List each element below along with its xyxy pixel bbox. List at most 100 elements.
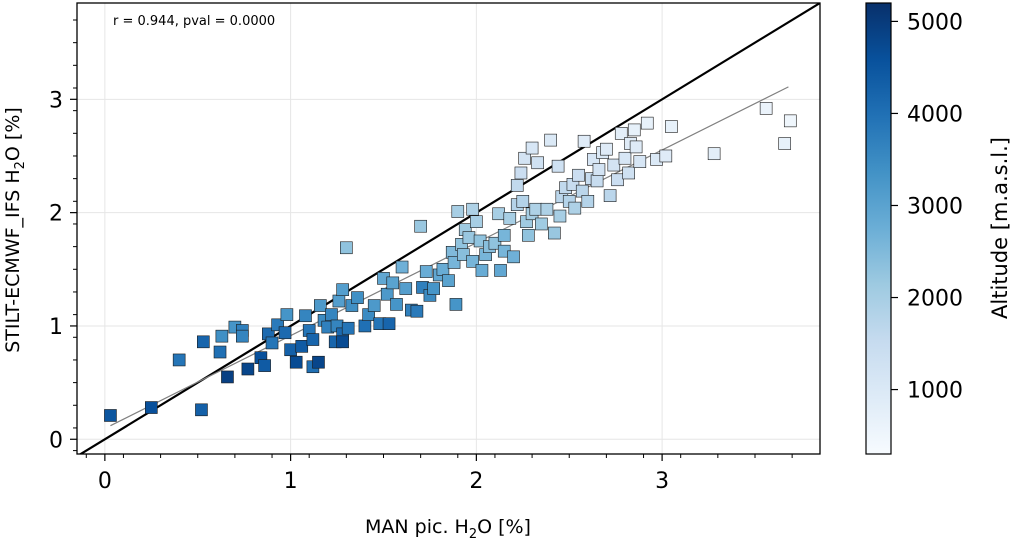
data-point: [236, 329, 249, 343]
colorbar-tick-label: 3000: [907, 194, 963, 219]
correlation-annotation: r = 0.944, pval = 0.0000: [113, 14, 275, 29]
data-point: [336, 283, 349, 296]
colorbar-title: Altitude [m.a.s.l.]: [988, 137, 1012, 319]
y-axis-title: STILT-ECMWF_IFS H2O [%]: [2, 107, 28, 353]
data-point: [195, 403, 208, 417]
data-point: [627, 123, 641, 137]
data-point: [759, 102, 773, 115]
data-point: [265, 336, 279, 350]
data-point: [540, 202, 554, 216]
colorbar-tick-label: 5000: [907, 10, 963, 35]
data-point: [507, 250, 520, 264]
colorbar-tick-label: 2000: [907, 287, 963, 312]
data-point: [314, 299, 327, 312]
data-point: [213, 345, 227, 359]
data-point: [414, 219, 427, 233]
data-point: [607, 158, 621, 172]
data-point: [529, 202, 543, 216]
x-tick-label: 2: [469, 469, 483, 494]
data-point: [611, 173, 624, 187]
plot-area: [78, 3, 820, 454]
data-point: [419, 265, 433, 278]
data-point: [299, 309, 312, 323]
data-point: [278, 326, 292, 340]
data-point: [568, 201, 582, 215]
data-point: [462, 231, 476, 244]
data-point: [516, 195, 530, 208]
data-point: [553, 209, 567, 223]
data-point: [618, 151, 632, 165]
data-point: [382, 317, 396, 330]
data-point: [197, 335, 210, 349]
data-point: [410, 304, 424, 318]
data-point: [707, 147, 721, 161]
data-point: [336, 335, 349, 349]
data-point: [280, 308, 294, 321]
data-point: [341, 321, 355, 335]
data-point: [783, 114, 797, 128]
data-point: [531, 156, 544, 170]
x-tick-label: 0: [98, 469, 112, 494]
data-point: [522, 228, 535, 242]
axes: 0 1 2 3 0 1 2 3: [49, 19, 793, 494]
plot-frame: [76, 2, 821, 455]
data-point: [592, 163, 606, 176]
data-point: [577, 134, 591, 148]
data-point: [535, 217, 548, 231]
data-point: [390, 298, 403, 311]
colorbar: 1000 2000 3000 4000 5000 Altitude [m.a.s.l.]: [865, 2, 1012, 455]
data-point: [510, 179, 524, 192]
data-point: [600, 142, 613, 156]
data-point: [367, 299, 381, 312]
data-point: [221, 370, 234, 384]
data-point: [442, 274, 455, 287]
data-point: [284, 343, 297, 357]
data-point: [551, 159, 565, 173]
data-point: [503, 212, 517, 225]
data-point: [172, 353, 186, 367]
data-point: [622, 166, 635, 180]
data-point: [518, 151, 531, 165]
data-point: [514, 166, 528, 180]
data-point: [475, 264, 489, 277]
y-tick-label: 0: [49, 428, 63, 453]
data-point: [494, 264, 507, 277]
data-point: [258, 359, 271, 372]
colorbar-tick-label: 4000: [907, 102, 963, 127]
data-point: [427, 282, 440, 295]
one-to-one-line: [78, 3, 820, 454]
data-point: [548, 226, 561, 240]
data-point: [241, 362, 255, 376]
colorbar-ticks: 1000 2000 3000 4000 5000: [891, 10, 963, 404]
colorbar-gradient: [865, 2, 892, 455]
data-point: [451, 205, 465, 218]
data-point: [325, 308, 338, 321]
data-point: [590, 174, 604, 188]
data-point: [399, 282, 413, 295]
grid: [77, 3, 820, 454]
y-tick-label: 2: [49, 202, 63, 227]
data-point: [659, 149, 673, 163]
data-point: [145, 401, 158, 414]
y-tick-label: 1: [49, 315, 63, 340]
data-point: [332, 294, 346, 308]
data-point: [572, 168, 585, 182]
data-point: [603, 189, 617, 202]
data-point: [640, 116, 654, 130]
x-axis-title: MAN pic. H2O [%]: [365, 516, 531, 541]
data-point: [215, 329, 229, 343]
data-point: [778, 137, 792, 150]
data-point: [525, 141, 539, 155]
x-tick-label: 3: [655, 469, 669, 494]
x-tick-label: 1: [284, 469, 298, 494]
data-point: [351, 291, 364, 304]
data-point: [395, 260, 409, 274]
data-point: [295, 340, 309, 353]
data-point: [497, 228, 511, 242]
data-point: [312, 355, 325, 369]
data-point: [470, 215, 483, 229]
data-point: [358, 319, 372, 333]
data-point: [306, 333, 320, 346]
data-point: [436, 262, 450, 276]
